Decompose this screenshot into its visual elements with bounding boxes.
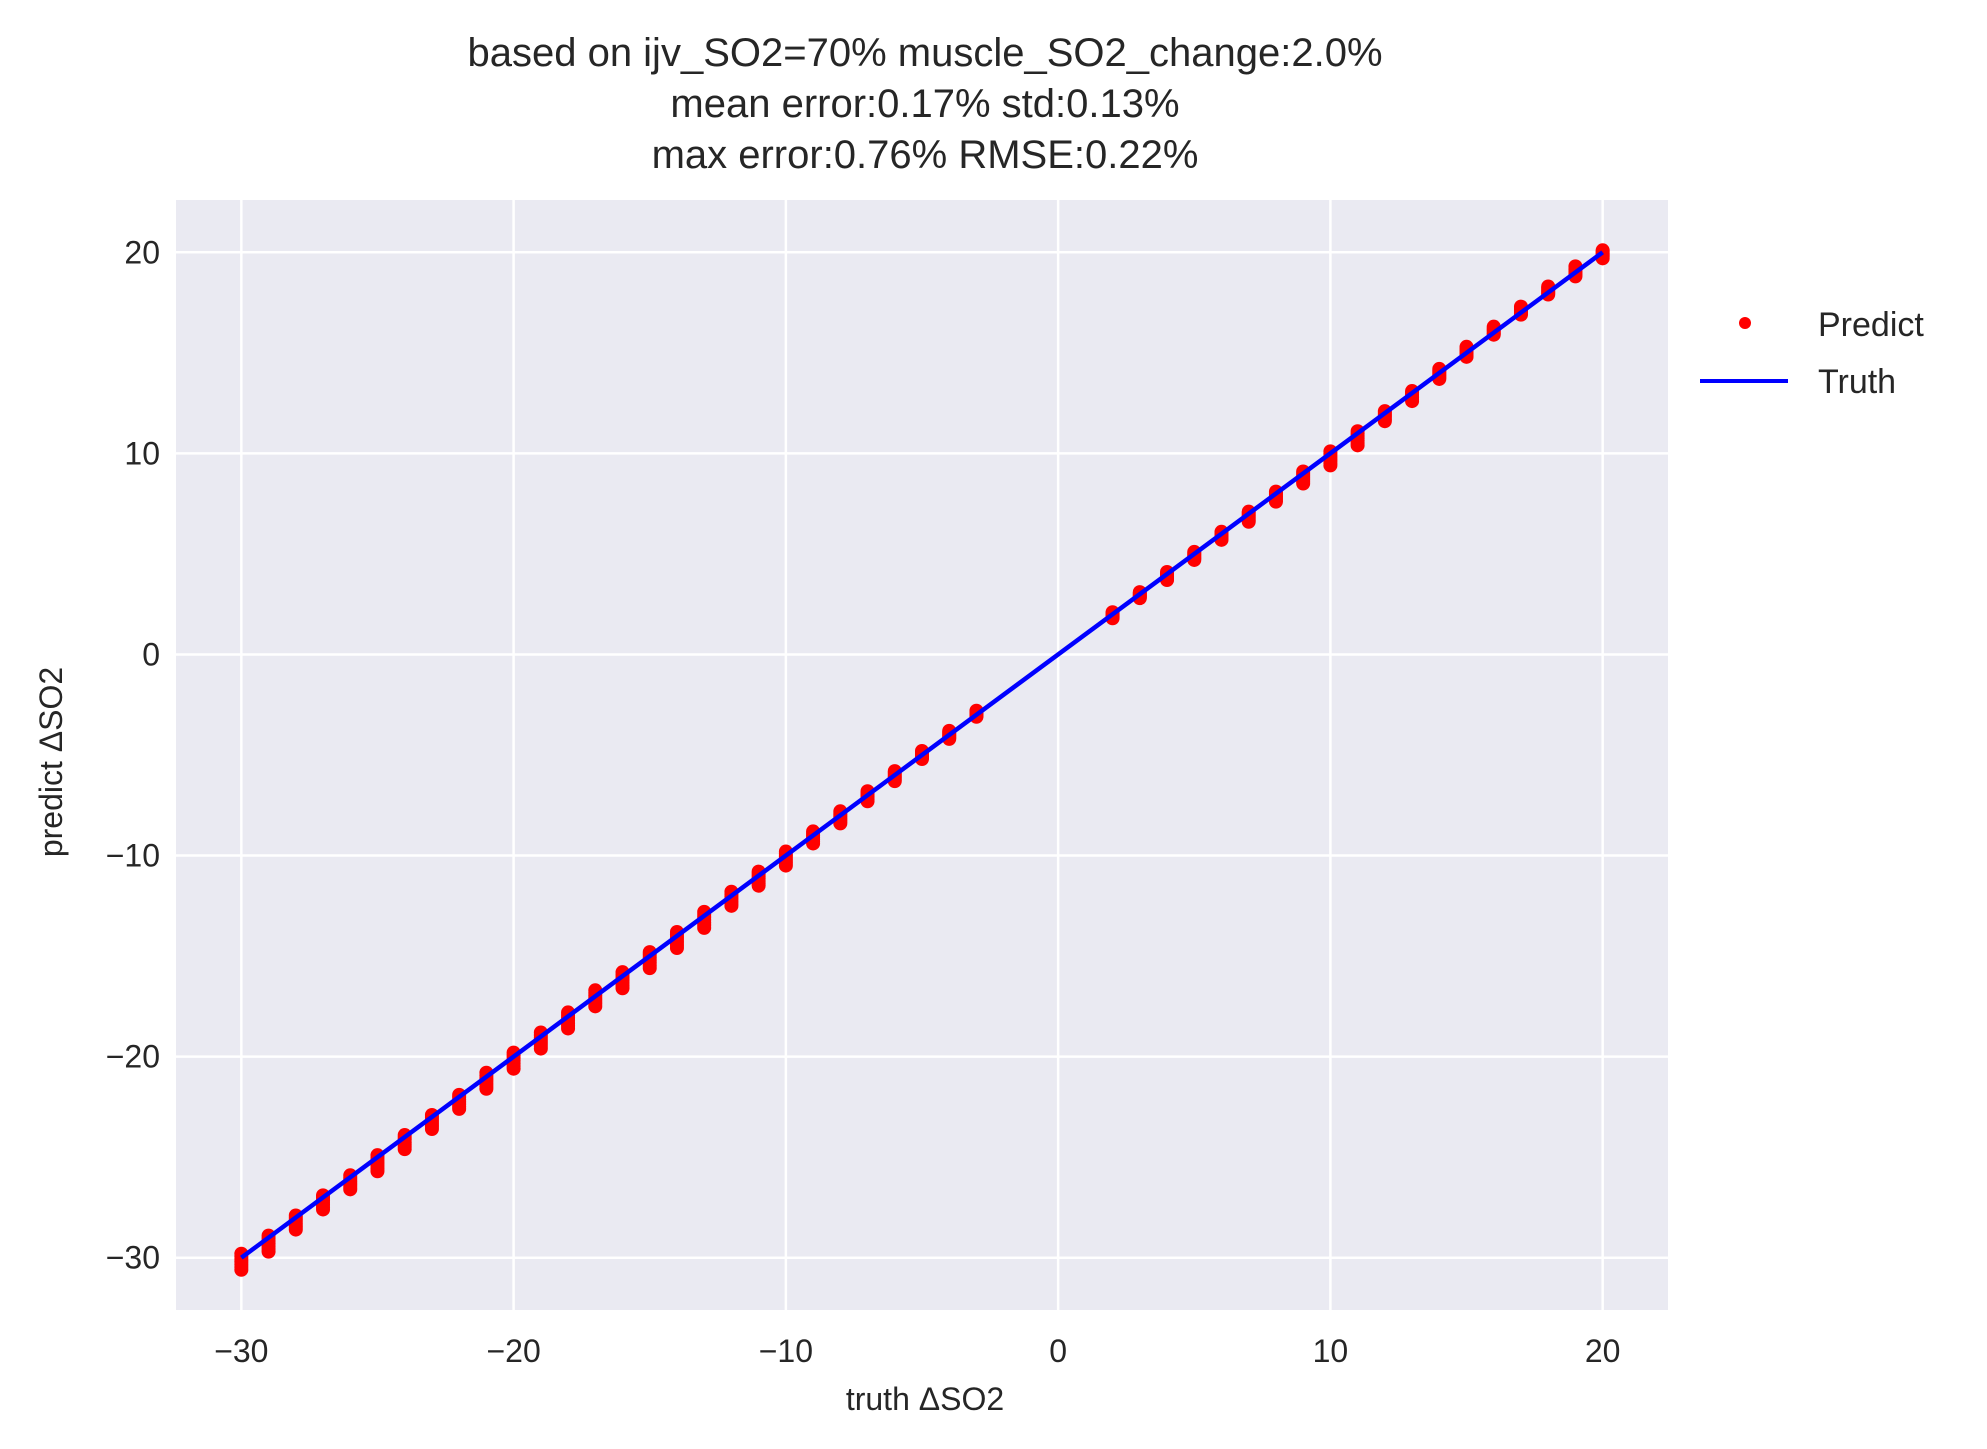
x-tick-label: −20 — [486, 1333, 540, 1369]
x-tick-label: 0 — [1049, 1333, 1067, 1369]
grid — [176, 200, 1668, 1310]
truth-series — [240, 250, 1604, 1260]
y-tick-label: 0 — [142, 636, 160, 672]
legend-predict-marker — [1739, 317, 1751, 329]
y-tick-label: −30 — [106, 1240, 160, 1276]
y-axis-label: predict ΔSO2 — [33, 667, 69, 857]
x-tick-label: −30 — [214, 1333, 268, 1369]
tick-labels: −30 −20 −10 0 10 20 −30 −20 −10 0 10 20 — [106, 234, 1621, 1369]
x-tick-label: −10 — [759, 1333, 813, 1369]
x-tick-label: 20 — [1585, 1333, 1621, 1369]
y-tick-label: 10 — [124, 435, 160, 471]
x-tick-label: 10 — [1313, 1333, 1349, 1369]
legend-predict-label: Predict — [1818, 306, 1924, 344]
truth-line — [240, 250, 1604, 1260]
title-line-2: mean error:0.17% std:0.13% — [670, 82, 1179, 126]
chart-title: based on ijv_SO2=70% muscle_SO2_change:2… — [467, 31, 1382, 177]
y-tick-label: −20 — [106, 1039, 160, 1075]
legend-truth-label: Truth — [1818, 363, 1896, 401]
x-axis-label: truth ΔSO2 — [846, 1381, 1004, 1417]
y-tick-label: −10 — [106, 838, 160, 874]
title-line-1: based on ijv_SO2=70% muscle_SO2_change:2… — [467, 31, 1382, 75]
legend: Predict Truth — [1700, 306, 1924, 401]
y-tick-label: 20 — [124, 234, 160, 270]
title-line-3: max error:0.76% RMSE:0.22% — [652, 133, 1199, 177]
